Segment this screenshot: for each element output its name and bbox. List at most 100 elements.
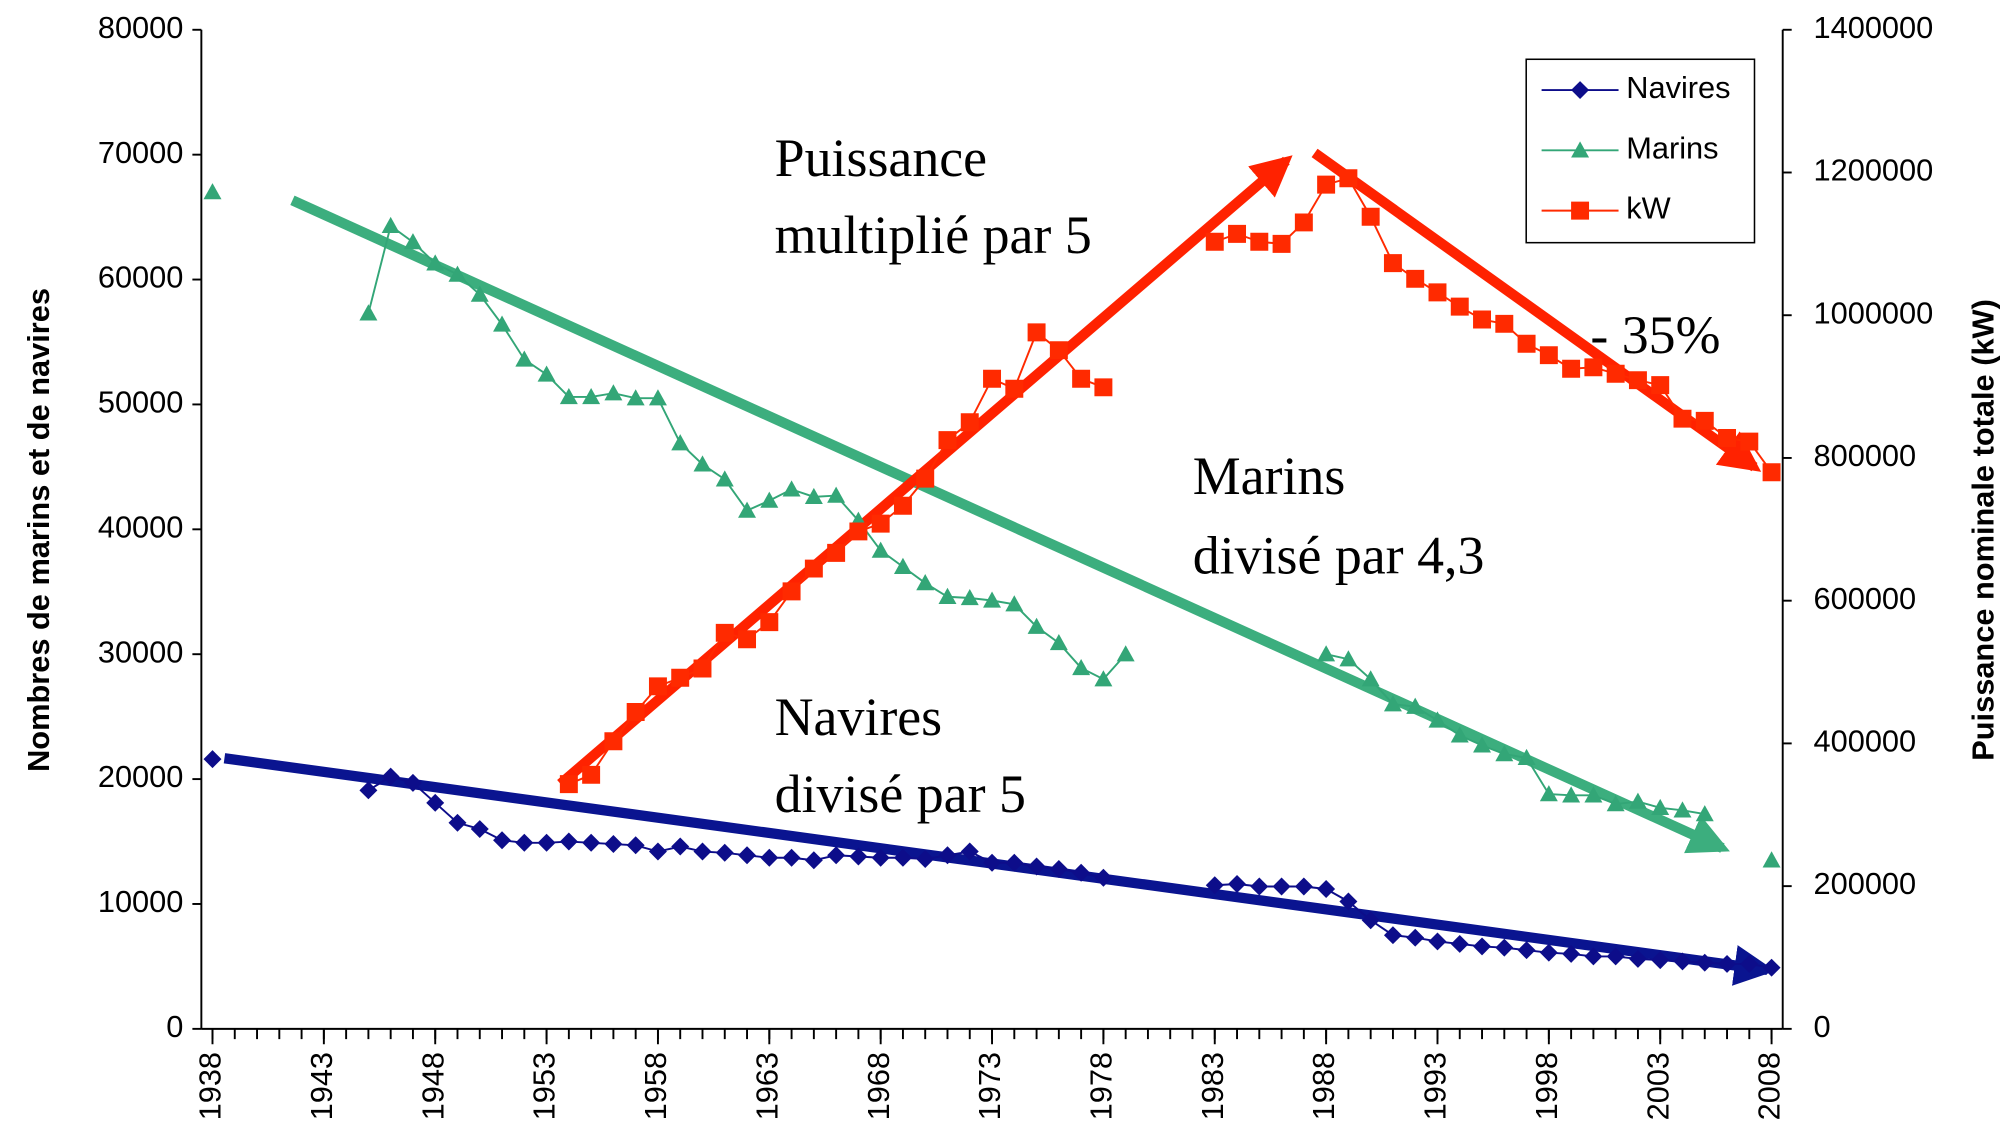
x-tick-label: 1963 xyxy=(749,1052,784,1120)
y2-tick-label: 800000 xyxy=(1813,438,1916,473)
point xyxy=(1228,224,1247,243)
point xyxy=(893,496,912,515)
point xyxy=(1628,792,1647,809)
point xyxy=(738,846,757,865)
y-tick-label: 70000 xyxy=(98,135,184,170)
y-tick-label: 40000 xyxy=(98,509,184,544)
point xyxy=(1450,297,1469,316)
point xyxy=(849,522,868,541)
point xyxy=(960,842,979,861)
annotation: multiplié par 5 xyxy=(775,205,1092,265)
trend-arrow xyxy=(290,195,1730,854)
point xyxy=(604,732,623,751)
point xyxy=(804,851,823,870)
point xyxy=(782,848,801,867)
point xyxy=(693,659,712,678)
y2-axis-title: Puissance nominale totale (kW) xyxy=(1965,299,2000,761)
point xyxy=(1272,234,1291,253)
point xyxy=(448,813,467,832)
annotation: Puissance xyxy=(775,128,987,188)
point xyxy=(1072,863,1091,882)
y2-tick-label: 1200000 xyxy=(1813,153,1933,188)
point xyxy=(916,469,935,488)
point xyxy=(1294,213,1313,232)
x-tick-label: 1948 xyxy=(415,1052,450,1120)
point xyxy=(960,413,979,432)
y-tick-label: 10000 xyxy=(98,884,184,919)
point xyxy=(738,501,757,518)
point xyxy=(1383,254,1402,273)
y-tick-label: 30000 xyxy=(98,634,184,669)
point xyxy=(1473,310,1492,329)
point xyxy=(983,369,1002,388)
point xyxy=(983,853,1002,872)
annotation: Marins xyxy=(1193,446,1346,506)
point xyxy=(1584,786,1603,803)
point xyxy=(1339,892,1358,911)
point xyxy=(537,833,556,852)
point xyxy=(1317,880,1336,898)
point xyxy=(938,846,957,865)
point xyxy=(1695,805,1714,822)
legend-label: Marins xyxy=(1626,130,1718,165)
series-line xyxy=(568,177,1773,785)
point xyxy=(1517,334,1536,353)
x-tick-label: 1988 xyxy=(1306,1052,1341,1120)
point xyxy=(671,837,690,856)
y-tick-label: 50000 xyxy=(98,385,184,420)
point xyxy=(827,486,846,503)
point xyxy=(693,842,712,861)
point xyxy=(760,613,779,632)
point xyxy=(1428,932,1447,951)
series xyxy=(203,750,1781,977)
point xyxy=(693,455,712,472)
point xyxy=(827,846,846,865)
legend-marker xyxy=(1571,81,1590,100)
point xyxy=(983,591,1002,608)
point xyxy=(1539,943,1558,962)
point xyxy=(582,387,601,405)
point xyxy=(1606,795,1625,812)
point xyxy=(1072,369,1091,388)
point xyxy=(760,491,779,508)
point xyxy=(804,559,823,578)
x-tick-label: 1938 xyxy=(193,1052,228,1120)
point xyxy=(1383,926,1402,945)
point xyxy=(648,389,667,406)
point xyxy=(1718,428,1737,447)
series xyxy=(559,169,1781,794)
point xyxy=(1406,269,1425,288)
point xyxy=(715,623,734,642)
point xyxy=(1094,670,1113,687)
point xyxy=(1539,785,1558,802)
series xyxy=(203,183,1781,868)
y-tick-label: 60000 xyxy=(98,260,184,295)
point xyxy=(916,574,935,591)
point xyxy=(760,848,779,867)
point xyxy=(782,480,801,497)
point xyxy=(1673,801,1692,818)
point xyxy=(715,470,734,487)
point xyxy=(1094,378,1113,397)
axes: 0 10000 20000 30000 40000 50000 60000 70000 8000… xyxy=(98,10,1933,1121)
x-tick-label: 1998 xyxy=(1529,1052,1564,1120)
point xyxy=(1272,877,1291,896)
y-tick-label: 80000 xyxy=(98,10,184,45)
point xyxy=(1695,953,1714,972)
point xyxy=(1740,432,1759,451)
point xyxy=(1317,175,1336,194)
point xyxy=(203,750,222,769)
point xyxy=(1361,670,1380,687)
point xyxy=(1361,911,1380,930)
point xyxy=(493,315,512,332)
x-tick-label: 1978 xyxy=(1084,1052,1119,1120)
point xyxy=(1762,958,1781,977)
legend-marker xyxy=(1571,141,1590,158)
x-tick-label: 2008 xyxy=(1752,1052,1787,1120)
x-tick-label: 1953 xyxy=(527,1052,562,1120)
point xyxy=(827,543,846,562)
point xyxy=(738,630,757,649)
y2-tick-label: 1000000 xyxy=(1813,295,1933,330)
point xyxy=(1049,633,1068,651)
point xyxy=(1428,283,1447,302)
